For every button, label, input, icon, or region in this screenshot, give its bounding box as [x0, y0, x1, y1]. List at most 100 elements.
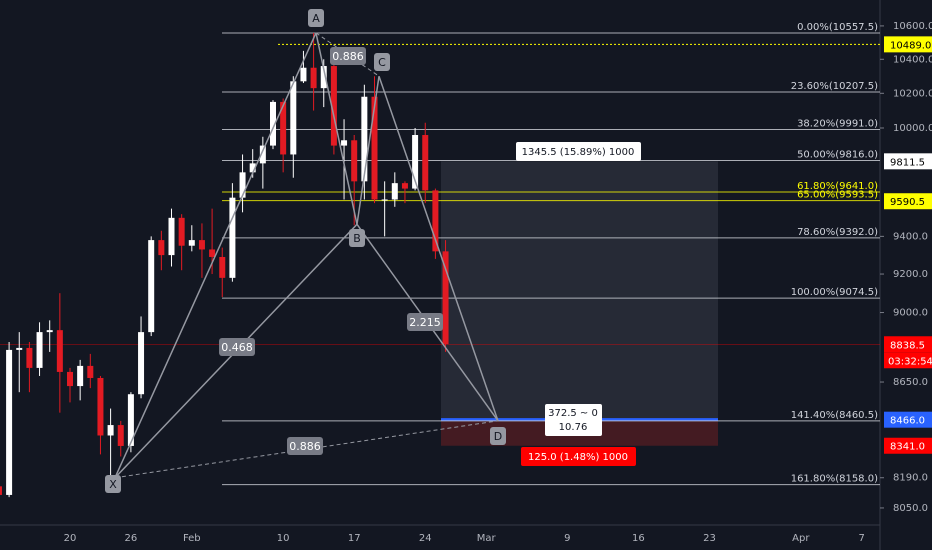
- candle-body: [442, 251, 449, 345]
- pattern-point-label: B: [353, 232, 361, 245]
- candle-body: [178, 217, 185, 246]
- fib-label: 65.00%(9593.5): [797, 190, 878, 201]
- candle-body: [46, 330, 53, 333]
- ratio-label: 0.468: [221, 341, 253, 354]
- pattern-point-box: [308, 9, 324, 27]
- y-tick-label: 9400.0: [893, 231, 928, 242]
- candle-body: [148, 240, 155, 333]
- candle-body: [209, 249, 216, 257]
- fib-label: 0.00%(10557.5): [797, 22, 878, 33]
- price-tag: [884, 36, 932, 53]
- candle-body: [320, 66, 327, 89]
- candle-body: [432, 190, 439, 252]
- x-tick-label: 7: [859, 533, 865, 544]
- fib-label: 141.40%(8460.5): [791, 410, 878, 421]
- fib-label: 50.00%(9816.0): [797, 150, 878, 161]
- candle-body: [280, 101, 287, 155]
- candle-body: [36, 332, 43, 368]
- target-zone: [441, 161, 718, 420]
- x-tick-label: Feb: [183, 533, 201, 544]
- x-tick-label: 9: [564, 533, 570, 544]
- candle-body: [381, 199, 388, 201]
- pattern-line: [378, 75, 499, 422]
- fib-label: 100.00%(9074.5): [791, 287, 878, 298]
- candle-body: [229, 197, 236, 278]
- pattern-point-box: [374, 53, 390, 71]
- x-tick-label: Mar: [477, 533, 497, 544]
- y-tick-label: 8650.0: [893, 377, 928, 388]
- candle-body: [26, 347, 33, 368]
- pattern-line: [114, 32, 317, 479]
- y-tick-label: 9200.0: [893, 269, 928, 280]
- candle-body: [341, 140, 348, 146]
- ratio-box: [407, 313, 443, 331]
- candle-body: [67, 371, 73, 387]
- candle-body: [361, 96, 368, 182]
- candle-body: [300, 67, 307, 82]
- target-label: 1345.5 (15.89%) 1000: [522, 147, 635, 158]
- ratio-box: [287, 437, 323, 455]
- x-tick-label: 26: [125, 533, 138, 544]
- candle-body: [168, 217, 175, 256]
- candle-body: [239, 172, 246, 198]
- entry-sub-label: 10.76: [559, 422, 588, 433]
- ratio-box: [219, 338, 255, 356]
- y-tick-label: 10000.0: [893, 123, 932, 134]
- price-tag-label: 9590.5: [890, 197, 925, 208]
- pattern-line: [114, 420, 499, 479]
- candle-body: [391, 183, 398, 200]
- x-tick-label: 10: [277, 533, 290, 544]
- candle-body: [16, 347, 23, 350]
- ratio-label: 0.886: [289, 440, 321, 453]
- candle-body: [97, 377, 104, 436]
- candle-body: [401, 183, 408, 189]
- candle-body: [249, 163, 256, 173]
- candle-body: [138, 332, 145, 395]
- price-tag: [884, 437, 932, 454]
- target-label-box: [516, 142, 641, 161]
- candle-body: [259, 145, 266, 164]
- pattern-point-box: [105, 475, 121, 493]
- candle-body: [158, 240, 165, 256]
- candle-body: [330, 66, 337, 146]
- pattern-point-label: D: [494, 430, 502, 443]
- fib-label: 161.80%(8158.0): [791, 474, 878, 485]
- candle-body: [77, 365, 84, 387]
- candle-body: [351, 140, 358, 182]
- ratio-box: [330, 47, 366, 65]
- fib-label: 78.60%(9392.0): [797, 227, 878, 238]
- candle-body: [0, 486, 2, 495]
- y-tick-label: 9000.0: [893, 308, 928, 319]
- candle-body: [188, 240, 195, 246]
- x-tick-label: 23: [703, 533, 716, 544]
- candle-body: [56, 330, 63, 372]
- countdown-box: [884, 352, 932, 369]
- candle-body: [87, 365, 94, 378]
- candle-body: [198, 240, 205, 250]
- x-tick-label: 17: [348, 533, 361, 544]
- candle-body: [310, 67, 317, 89]
- y-tick-label: 8050.0: [893, 503, 928, 514]
- candle-body: [107, 425, 114, 436]
- x-tick-label: 20: [64, 533, 77, 544]
- entry-label-box: [545, 404, 602, 436]
- y-tick-label: 8190.0: [893, 473, 928, 484]
- pattern-point-label: C: [378, 56, 386, 69]
- fib-label: 38.20%(9991.0): [797, 119, 878, 130]
- price-tag-label: 8341.0: [890, 442, 925, 453]
- x-tick-label: 24: [419, 533, 432, 544]
- pattern-point-box: [349, 229, 365, 247]
- candle-body: [290, 81, 297, 155]
- candle-body: [412, 135, 419, 189]
- candle-body: [117, 425, 124, 446]
- entry-label: 372.5 ~ 0: [548, 408, 598, 419]
- countdown: 03:32:54: [888, 356, 932, 367]
- candle-body: [219, 256, 226, 278]
- pattern-line: [356, 76, 380, 225]
- price-tag-label: 8466.0: [890, 416, 925, 427]
- price-tag-label: 8838.5: [890, 340, 925, 351]
- price-tag: [884, 193, 932, 210]
- price-tag: [884, 153, 932, 170]
- candle-body: [127, 394, 134, 446]
